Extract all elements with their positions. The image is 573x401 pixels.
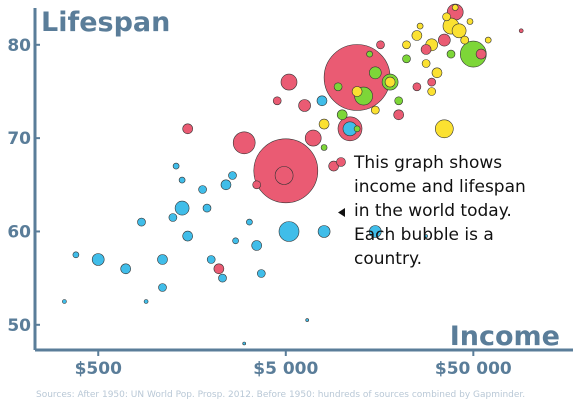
bubble-layer [62,3,524,346]
bubble [434,119,454,139]
annotation-line: country. [354,249,422,269]
bubble [368,225,382,238]
bubble [246,218,253,226]
bubble [376,40,385,50]
bubble [304,129,322,147]
bubble [182,230,193,242]
bubble [451,4,459,11]
bubble [333,82,343,92]
bubble [278,221,300,242]
bubble [91,253,105,266]
bubble [256,269,266,278]
bubble [466,18,474,25]
annotation-line: Each bubble is a [354,225,494,245]
bubble [274,166,294,185]
bubble [218,273,227,283]
y-axis-label: Lifespan [41,7,170,38]
bubble [202,203,212,213]
bubble [172,162,180,170]
x-tick-label: $50 000 [435,359,512,379]
bubble [411,30,423,41]
bubble [206,255,216,264]
y-tick-label: 50 [7,316,31,336]
bubble [424,234,428,238]
bubble [518,28,524,34]
bubble [174,200,190,216]
bubble [442,12,451,22]
bubble [412,82,422,92]
bubble [402,40,411,50]
bubble [168,213,178,222]
bubble [431,67,443,79]
bubble [384,76,396,88]
bubble [72,251,80,259]
bubble [305,318,310,322]
bubble [251,240,263,251]
bubble [320,144,328,151]
bubble [351,86,363,97]
bubble [437,33,451,47]
annotation: This graph shows income and lifespan in th… [336,153,526,269]
bubble [213,263,225,275]
bubble [120,263,131,275]
bubble [427,77,437,87]
bubble [420,44,432,55]
bubble [318,118,330,130]
annotation-pointer-icon [338,208,345,217]
annotation-line: in the world today. [354,201,512,221]
source-note: Sources: After 1950: UN World Pop. Prosp… [36,390,525,400]
x-axis-label: Income [450,321,560,352]
bubble [232,237,239,245]
bubble [252,180,262,190]
bubble [427,87,437,96]
bubble [280,73,298,91]
bubble [182,123,193,135]
bubble [157,254,168,265]
bubble [62,299,67,304]
y-tick-label: 60 [7,222,31,242]
bubble [421,59,431,68]
x-ticks: $500 $5 000 $50 000 [75,350,512,379]
bubble [484,36,492,44]
y-tick-label: 70 [7,129,31,149]
bubble [232,131,256,155]
x-tick-label: $500 [75,359,122,379]
x-tick-label: $5 000 [253,359,318,379]
bubble [178,176,186,184]
bubble [143,299,149,304]
bubble [298,99,311,112]
bubble [336,109,348,121]
annotation-bullet-icon [336,157,346,167]
bubble [198,185,207,194]
bubble [272,96,282,106]
bubble [402,54,411,64]
bubble [220,179,232,191]
bubble [370,105,380,115]
bubble [242,341,246,346]
bubble [451,23,467,39]
bubble [394,96,404,106]
y-ticks: 50 60 70 80 [7,36,40,336]
bubble [366,50,373,58]
bubble [475,48,487,60]
bubble [317,225,331,238]
bubble [446,49,456,59]
bubble [460,35,470,45]
bubble [228,171,237,180]
bubble [368,66,382,80]
bubble [137,217,146,227]
annotation-line: This graph shows [353,153,502,173]
annotation-line: income and lifespan [354,177,526,197]
bubble [416,22,424,30]
bubble [393,109,405,121]
bubble [316,95,328,107]
y-tick-label: 80 [7,36,31,56]
bubble [353,125,361,133]
bubble [158,283,167,292]
